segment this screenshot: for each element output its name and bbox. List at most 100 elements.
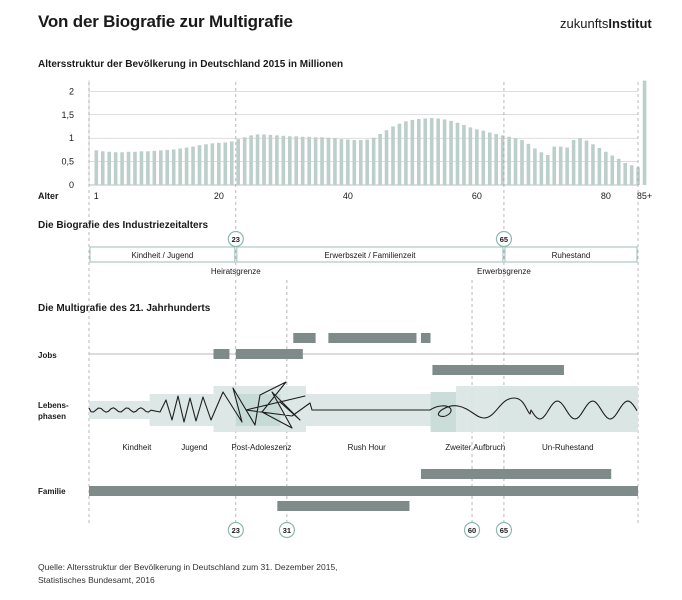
job-bar bbox=[432, 365, 564, 375]
bar bbox=[397, 123, 402, 185]
bar bbox=[546, 155, 550, 185]
bar-chart-bars bbox=[94, 80, 647, 185]
bar bbox=[507, 136, 511, 185]
bar bbox=[249, 135, 253, 185]
job-bar bbox=[293, 333, 316, 343]
bar bbox=[236, 139, 240, 185]
bar bbox=[281, 135, 286, 185]
bar bbox=[539, 152, 544, 185]
industrial-phase-label: Kindheit / Jugend bbox=[131, 251, 193, 260]
bar bbox=[584, 140, 589, 185]
bar bbox=[404, 121, 408, 185]
multigraphy: Jobs Lebens-phasen Familie Kindheit Jugend Po… bbox=[38, 333, 638, 511]
bar bbox=[204, 144, 208, 185]
bar bbox=[352, 140, 357, 185]
y-tick-label: 2 bbox=[69, 86, 74, 96]
bar bbox=[636, 167, 640, 185]
bar bbox=[171, 149, 176, 185]
y-tick-label: 0 bbox=[69, 180, 74, 190]
bar bbox=[533, 148, 537, 185]
source-note: Quelle: Altersstruktur der Bevölkerung i… bbox=[38, 561, 338, 587]
x-tick-label: 80 bbox=[601, 191, 611, 201]
age-markers: 23 65 23 31 60 65 bbox=[227, 230, 513, 539]
bar bbox=[94, 150, 99, 185]
bar bbox=[526, 143, 531, 185]
bar bbox=[371, 137, 376, 185]
bar bbox=[487, 132, 492, 185]
row-label: Lebens- bbox=[38, 401, 69, 410]
y-tick-label: 0,5 bbox=[61, 157, 74, 167]
x-tick-label: 20 bbox=[214, 191, 224, 201]
industrial-marker-caption: Erwerbsgrenze bbox=[477, 267, 531, 276]
bar bbox=[623, 163, 627, 185]
source-line-2: Statistisches Bundesamt, 2016 bbox=[38, 575, 155, 585]
bar bbox=[268, 134, 273, 185]
industrial-phase-box bbox=[504, 246, 638, 263]
bar bbox=[449, 120, 453, 185]
bar bbox=[520, 140, 524, 185]
y-tick-label: 1 bbox=[69, 133, 74, 143]
bar bbox=[126, 151, 131, 185]
bar bbox=[262, 134, 266, 185]
logo-light: zukunfts bbox=[560, 16, 609, 31]
bar bbox=[307, 136, 311, 185]
life-path-line bbox=[88, 381, 638, 429]
section-title-age-structure: Altersstruktur der Bevölkerung in Deutsc… bbox=[38, 59, 344, 70]
x-axis-label: Alter bbox=[38, 191, 59, 201]
bar bbox=[326, 137, 331, 185]
bar bbox=[223, 142, 228, 185]
industrial-biography: Kindheit / Jugend Erwerbszeit / Familienz… bbox=[89, 246, 638, 276]
bar bbox=[139, 151, 144, 185]
age-marker-label: 31 bbox=[283, 526, 291, 535]
bar bbox=[468, 127, 473, 185]
job-bar bbox=[328, 333, 417, 343]
industrial-phase-box bbox=[236, 246, 504, 263]
bar bbox=[242, 137, 247, 185]
x-tick-label: 85+ bbox=[637, 191, 652, 201]
age-marker-circle bbox=[495, 230, 513, 248]
bar bbox=[210, 143, 215, 185]
life-phase-band bbox=[497, 386, 638, 432]
bar bbox=[365, 139, 369, 185]
logo-bold: Institut bbox=[608, 16, 652, 31]
age-marker-circle bbox=[227, 230, 244, 248]
bar bbox=[358, 140, 363, 185]
bar bbox=[107, 151, 111, 185]
industrial-phase-box bbox=[89, 246, 236, 263]
family-bar bbox=[89, 486, 638, 496]
x-tick-label: 60 bbox=[472, 191, 482, 201]
bar bbox=[429, 118, 434, 185]
brand-logo: zukunftsInstitut bbox=[560, 16, 652, 31]
life-phase-label: Zweiter Aufbruch bbox=[445, 443, 505, 452]
life-phase-band bbox=[235, 394, 281, 426]
bar bbox=[320, 137, 324, 185]
bar bbox=[275, 135, 279, 185]
job-bar bbox=[213, 349, 230, 359]
x-tick-label: 1 bbox=[94, 191, 99, 201]
life-phase-band bbox=[430, 392, 457, 432]
age-marker-circle bbox=[278, 521, 295, 539]
industrial-marker-caption: Heiratsgrenze bbox=[211, 267, 261, 276]
bar bbox=[494, 133, 498, 185]
life-phase-label: Un-Ruhestand bbox=[542, 443, 594, 452]
bar bbox=[197, 145, 202, 185]
bar bbox=[629, 165, 634, 185]
age-marker-label: 23 bbox=[232, 235, 240, 244]
bar bbox=[604, 151, 608, 185]
row-label: Jobs bbox=[38, 351, 57, 360]
age-marker-label: 60 bbox=[468, 526, 476, 535]
y-tick-label: 1,5 bbox=[61, 110, 74, 120]
life-phase-label: Jugend bbox=[181, 443, 207, 452]
life-phase-label: Rush Hour bbox=[348, 443, 387, 452]
family-bar bbox=[277, 501, 410, 511]
bar bbox=[191, 146, 195, 185]
bar bbox=[455, 122, 460, 185]
bar bbox=[178, 148, 182, 185]
bar bbox=[152, 150, 157, 185]
bar bbox=[513, 138, 518, 185]
life-phase-band bbox=[89, 401, 150, 419]
bar bbox=[184, 147, 189, 185]
bar bbox=[165, 149, 170, 185]
age-marker-circle bbox=[463, 521, 481, 539]
